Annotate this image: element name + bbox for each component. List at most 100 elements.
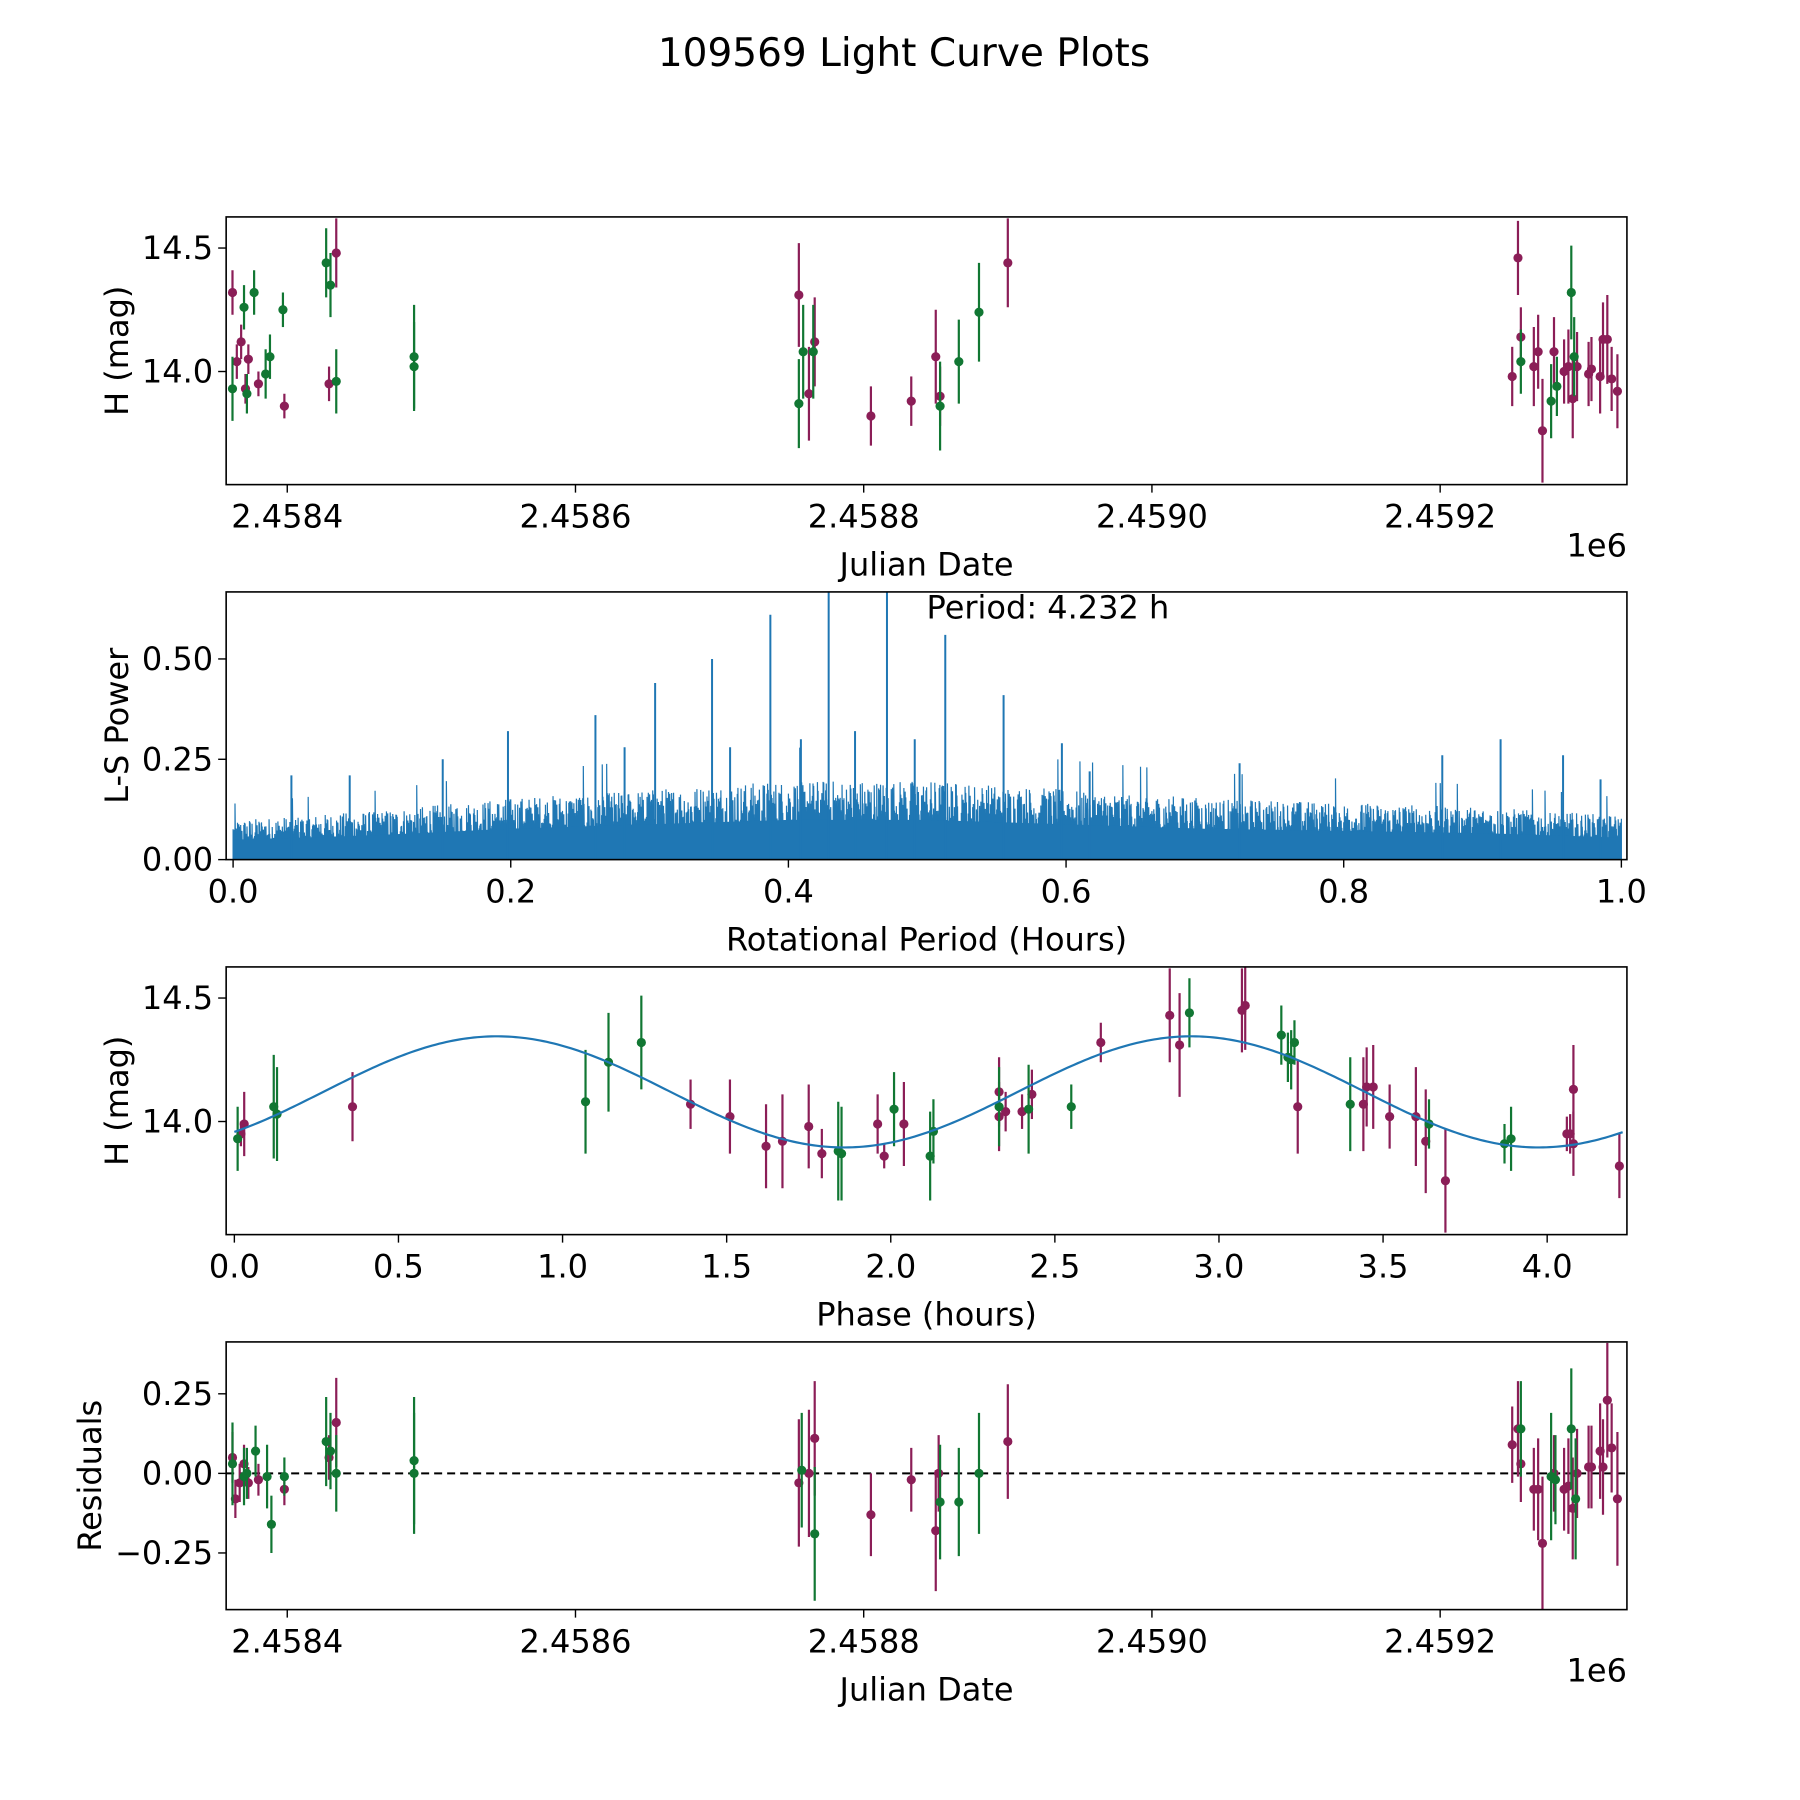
data-point	[1614, 1161, 1624, 1171]
data-point	[873, 1119, 883, 1129]
data-point	[232, 357, 242, 367]
x-tick-label: 2.4586	[519, 498, 631, 536]
data-point	[794, 399, 804, 409]
x-tick-label: 0.2	[485, 873, 536, 911]
data-point	[242, 389, 252, 399]
data-point	[1345, 1099, 1355, 1109]
data-point	[409, 1468, 419, 1478]
periodogram-layer	[232, 591, 1622, 860]
data-point	[931, 1526, 941, 1536]
x-tick-label: 0.5	[373, 1248, 424, 1286]
data-point	[278, 305, 288, 315]
data-point	[1024, 1104, 1034, 1114]
data-point	[1550, 1475, 1561, 1485]
data-point	[250, 1446, 261, 1456]
data-point	[954, 357, 964, 367]
data-point	[1516, 1424, 1526, 1434]
data-point	[321, 1436, 331, 1447]
data-point	[974, 1468, 984, 1478]
data-point	[1537, 1538, 1548, 1549]
y-tick-label: 14.5	[142, 229, 213, 267]
x-tick-label: 4.0	[1522, 1248, 1573, 1286]
y-tick-label: 0.50	[142, 640, 213, 678]
data-point	[1546, 396, 1556, 406]
x-tick-label: 3.0	[1194, 1248, 1245, 1286]
data-point	[804, 1121, 814, 1132]
data-point	[1174, 1040, 1185, 1050]
data-point	[242, 1468, 252, 1478]
data-point	[1368, 1082, 1378, 1092]
data-point	[994, 1102, 1004, 1112]
x-axis-label: Julian Date	[838, 546, 1014, 584]
data-point	[935, 1497, 945, 1507]
data-point	[899, 1119, 909, 1129]
data-point	[889, 1104, 899, 1114]
x-axis-label: Phase (hours)	[816, 1296, 1037, 1334]
x-tick-label: 2.4588	[808, 498, 920, 536]
y-tick-label: 0.00	[142, 841, 213, 879]
y-tick-label: −0.25	[115, 1534, 213, 1572]
data-point	[1066, 1102, 1076, 1112]
data-point	[331, 248, 341, 258]
series-filter-b	[227, 1368, 1581, 1601]
data-point	[409, 361, 419, 372]
data-point	[279, 401, 289, 411]
x-tick-label: 1.0	[537, 1248, 588, 1286]
data-point	[331, 1468, 341, 1478]
data-point	[1533, 1484, 1543, 1494]
data-point	[325, 1446, 336, 1456]
data-point	[866, 1510, 876, 1520]
data-point	[227, 1459, 238, 1469]
data-point	[817, 1149, 827, 1159]
phased-curve-panel: 0.0 0.5 1.0 1.5 2.0 2.5 3.0 3.5 4.0 14.0 14.5 Phase…	[98, 966, 1628, 1334]
data-point	[636, 1037, 646, 1048]
x-tick-label: 2.4592	[1384, 498, 1496, 536]
axes-frame	[225, 1341, 1628, 1611]
axes-frame	[225, 591, 1628, 861]
data-point	[935, 401, 945, 411]
y-tick-label: 14.5	[142, 979, 213, 1017]
data-point	[262, 1471, 272, 1482]
data-point	[266, 1519, 277, 1529]
periodogram-panel: 0.0 0.2 0.4 0.6 0.8 1.0 0.00 0.25 0.50 Rotational…	[98, 588, 1647, 958]
y-axis-label: H (mag)	[98, 286, 136, 416]
data-point	[1537, 426, 1548, 436]
data-point	[974, 307, 984, 317]
figure-title: 109569 Light Curve Plots	[658, 31, 1150, 76]
x-offset-label: 1e6	[1567, 1652, 1627, 1690]
data-point	[1602, 1395, 1612, 1405]
data-point	[836, 1149, 847, 1159]
data-point	[253, 1475, 264, 1485]
data-point	[347, 1102, 358, 1112]
data-point	[931, 352, 941, 362]
x-tick-label: 1.5	[701, 1248, 752, 1286]
y-tick-label: 14.0	[142, 353, 213, 391]
data-point	[906, 1475, 916, 1485]
data-point	[331, 376, 341, 386]
period-annotation: Period: 4.232 h	[927, 588, 1170, 626]
data-point	[1362, 1082, 1372, 1092]
data-point	[325, 280, 336, 290]
data-point	[906, 396, 916, 406]
x-tick-label: 2.4584	[231, 498, 343, 536]
x-axis-label: Julian Date	[838, 1671, 1014, 1709]
data-point	[804, 389, 814, 399]
data-point	[1096, 1037, 1106, 1048]
x-tick-label: 2.4590	[1096, 498, 1208, 536]
x-tick-label: 0.4	[763, 873, 814, 911]
data-point	[866, 411, 876, 421]
data-point	[1566, 287, 1576, 298]
periodogram-fill	[233, 819, 1622, 860]
data-point	[797, 1465, 807, 1475]
data-point	[954, 1497, 964, 1507]
x-tick-label: 0.0	[208, 873, 259, 911]
data-point	[1549, 347, 1559, 357]
data-point	[1507, 371, 1517, 382]
x-tick-label: 2.0	[865, 1248, 916, 1286]
data-point	[261, 369, 271, 379]
x-tick-label: 0.8	[1318, 873, 1369, 911]
x-tick-label: 2.4592	[1384, 1623, 1496, 1661]
data-point	[1184, 1008, 1195, 1018]
axes-frame	[225, 966, 1628, 1236]
